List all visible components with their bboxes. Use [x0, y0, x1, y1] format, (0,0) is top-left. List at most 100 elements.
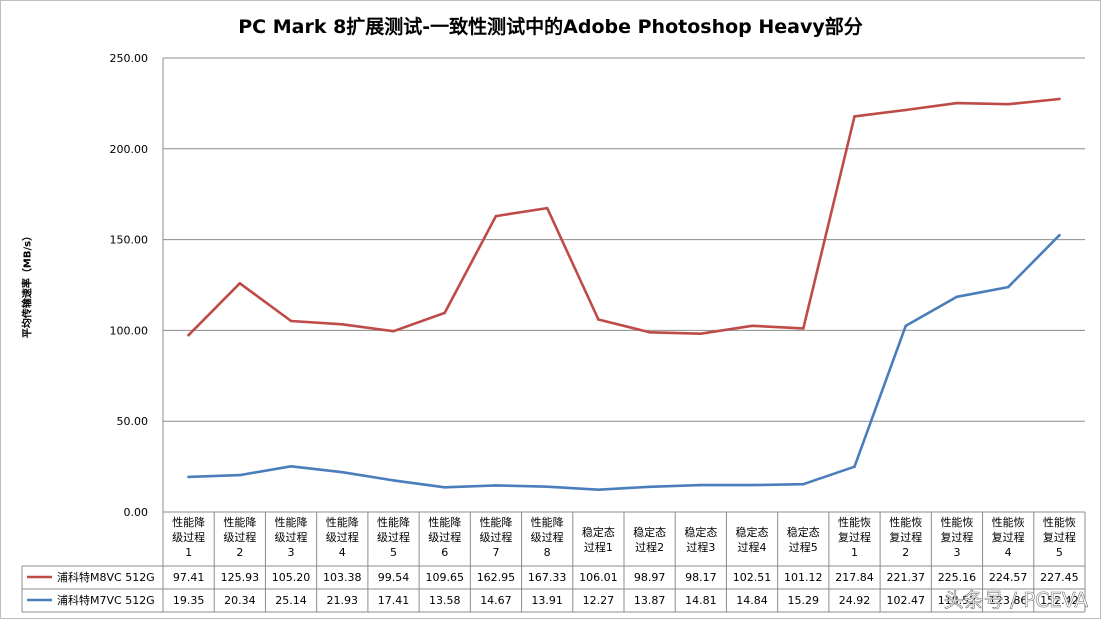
y-tick-label: 100.00	[110, 324, 149, 337]
data-cell: 25.14	[275, 594, 307, 607]
x-category-label: 级过程	[275, 531, 308, 544]
x-category-label: 级过程	[531, 531, 564, 544]
series-line	[187, 97, 1061, 337]
x-category-label: 2	[236, 546, 243, 559]
data-point	[853, 115, 856, 118]
x-category-label: 级过程	[223, 531, 256, 544]
data-cell: 12.27	[583, 594, 615, 607]
x-category-label: 4	[339, 546, 346, 559]
data-point	[392, 329, 395, 333]
data-point	[904, 108, 908, 112]
x-category-label: 5	[390, 546, 397, 559]
x-category-label: 复过程	[838, 530, 871, 544]
x-category-label: 5	[1056, 546, 1063, 559]
watermark: 头条号 / PCEVA	[944, 588, 1089, 612]
x-category-label: 过程1	[584, 541, 613, 554]
data-cell: 15.29	[788, 594, 820, 607]
data-cell: 14.81	[685, 594, 717, 607]
x-category-label: 性能恢	[940, 515, 973, 529]
data-point	[289, 465, 293, 468]
data-cell: 118.52	[938, 594, 977, 607]
data-cell: 105.20	[272, 571, 311, 584]
data-point	[801, 327, 805, 330]
series-name: 浦科特M7VC 512G	[57, 593, 155, 607]
x-category-label: 复过程	[889, 530, 922, 544]
y-tick-label: 250.00	[110, 52, 149, 65]
x-category-label: 8	[544, 546, 551, 559]
x-category-label: 性能降	[326, 515, 359, 529]
x-category-label: 4	[1005, 546, 1012, 559]
data-point	[545, 206, 549, 210]
data-point	[955, 295, 959, 299]
data-cell: 102.51	[733, 571, 772, 584]
y-tick-label: 50.00	[117, 415, 149, 428]
x-category-label: 过程5	[789, 541, 818, 554]
data-cell: 152.42	[1040, 594, 1079, 607]
x-category-label: 性能恢	[889, 515, 922, 529]
data-point	[1058, 233, 1061, 237]
data-point	[597, 488, 600, 492]
x-category-label: 性能降	[172, 515, 205, 529]
data-cell: 102.47	[886, 594, 925, 607]
data-point	[904, 324, 908, 328]
data-cell: 99.54	[378, 571, 410, 584]
y-tick-label: 0.00	[124, 506, 149, 519]
series-name: 浦科特M8VC 512G	[57, 570, 155, 584]
x-category-label: 复过程	[940, 530, 973, 544]
x-category-label: 性能恢	[1043, 515, 1076, 529]
data-cell: 13.58	[429, 594, 461, 607]
y-tick-label: 150.00	[110, 234, 149, 247]
data-cell: 17.41	[378, 594, 410, 607]
x-category-label: 过程3	[686, 541, 715, 554]
data-point	[1006, 285, 1010, 289]
x-category-label: 1	[851, 546, 858, 559]
x-category-label: 稳定态	[787, 525, 820, 539]
data-point	[443, 486, 447, 489]
data-point	[750, 483, 754, 487]
y-tick-label: 200.00	[110, 143, 149, 156]
x-category-label: 性能降	[428, 515, 461, 529]
data-point	[648, 330, 651, 334]
x-category-label: 过程4	[738, 541, 767, 554]
data-point	[289, 319, 293, 323]
data-point	[545, 485, 549, 489]
data-point	[648, 485, 651, 489]
x-category-label: 级过程	[172, 531, 205, 544]
data-cell: 97.41	[173, 571, 205, 584]
x-category-label: 性能降	[223, 515, 256, 529]
data-cell: 21.93	[327, 594, 359, 607]
data-point	[187, 475, 190, 479]
data-cell: 217.84	[835, 571, 874, 584]
data-point	[801, 482, 805, 486]
data-point	[443, 311, 447, 315]
x-category-label: 性能恢	[992, 515, 1025, 529]
data-cell: 20.34	[224, 594, 256, 607]
x-category-label: 性能降	[479, 515, 512, 529]
x-category-label: 2	[902, 546, 909, 559]
data-point	[340, 470, 344, 474]
data-cell: 103.38	[323, 571, 362, 584]
data-point	[955, 101, 959, 105]
data-point	[853, 465, 856, 469]
data-point	[1006, 102, 1010, 106]
data-cell: 106.01	[579, 571, 618, 584]
data-point	[1058, 97, 1061, 101]
x-category-label: 复过程	[1043, 530, 1076, 544]
x-category-label: 稳定态	[633, 525, 666, 539]
data-cell: 125.93	[221, 571, 260, 584]
data-cell: 167.33	[528, 571, 567, 584]
x-category-label: 过程2	[635, 541, 664, 554]
x-category-label: 3	[288, 546, 295, 559]
data-cell: 224.57	[989, 571, 1028, 584]
x-category-label: 复过程	[992, 530, 1025, 544]
x-category-label: 1	[185, 546, 192, 559]
data-cell: 162.95	[477, 571, 516, 584]
x-category-label: 3	[953, 546, 960, 559]
x-category-label: 级过程	[428, 531, 461, 544]
data-point	[340, 322, 344, 326]
data-point	[392, 479, 395, 482]
x-category-label: 级过程	[326, 531, 359, 544]
data-cell: 13.87	[634, 594, 666, 607]
data-point	[238, 282, 242, 285]
x-category-label: 级过程	[479, 531, 512, 544]
